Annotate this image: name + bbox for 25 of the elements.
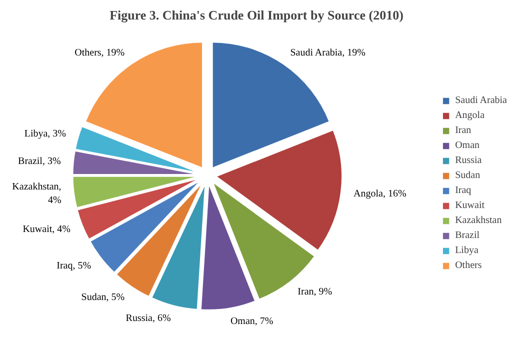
data-label: Others, 19% (74, 48, 125, 59)
legend-label: Iraq (455, 185, 472, 196)
legend-label: Others (455, 260, 482, 271)
data-label: Saudi Arabia, 19% (290, 48, 366, 59)
legend-label: Russia (455, 155, 482, 166)
legend-label: Iran (455, 125, 472, 136)
legend-label: Libya (455, 245, 478, 256)
legend-label: Kazakhstan (455, 215, 502, 226)
data-label: Iraq, 5% (56, 260, 92, 272)
data-label: Kuwait, 4% (22, 224, 70, 236)
chart-title: Figure 3. China's Crude Oil Import by Source (2010) (110, 8, 404, 22)
legend-label: Oman (455, 140, 480, 151)
data-label: Sudan, 5% (81, 292, 125, 304)
data-label: Brazil, 3% (18, 156, 61, 167)
legend-label: Brazil (455, 230, 480, 241)
data-label: Iran, 9% (298, 286, 332, 298)
data-label: Kazakhstan, 4% (12, 182, 62, 206)
legend-label: Angola (455, 110, 485, 121)
legend-label: Kuwait (455, 200, 485, 211)
data-label: Angola, 16% (354, 188, 406, 200)
data-label: Russia, 6% (126, 312, 171, 324)
data-label: Libya, 3% (24, 128, 66, 140)
legend-label: Sudan (455, 170, 480, 181)
data-label: Oman, 7% (230, 316, 274, 327)
legend-label: Saudi Arabia (455, 95, 507, 106)
